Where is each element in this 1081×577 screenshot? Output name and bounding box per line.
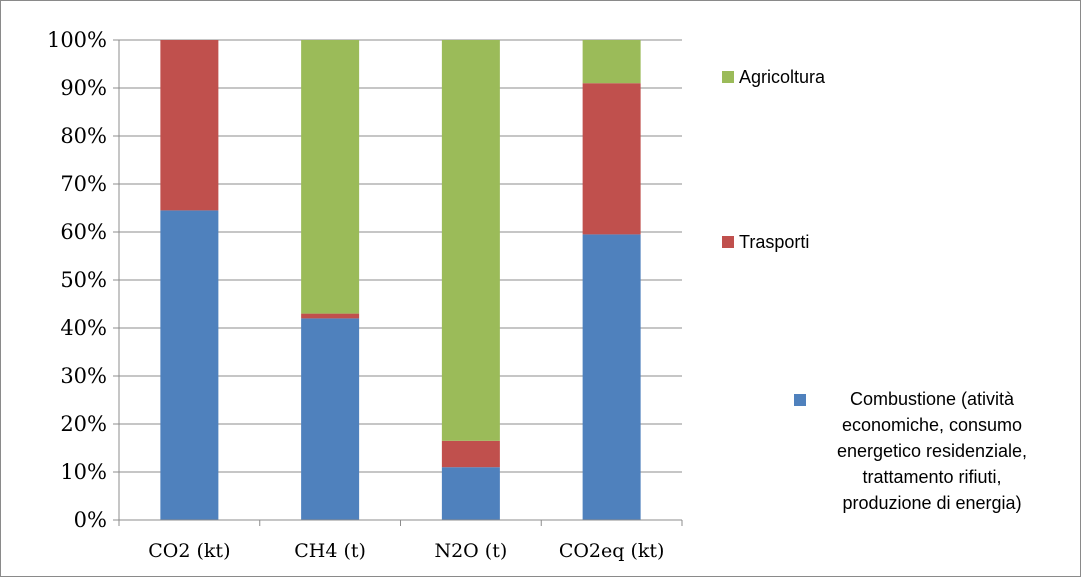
legend-combustione-line-3: energetico residenziale, xyxy=(836,441,1028,461)
legend-label-agricoltura: Agricoltura xyxy=(739,64,825,90)
legend-label-trasporti: Trasporti xyxy=(739,229,809,255)
axes xyxy=(113,39,683,526)
y-tick-labels: 0% 10% 20% 30% 40% 50% 60% 70% 80% 90% 100% xyxy=(47,28,107,532)
legend-swatch-agricoltura xyxy=(722,71,734,83)
y-tick-label: 60% xyxy=(60,220,107,244)
legend-combustione-line-5: produzione di energia) xyxy=(842,493,1022,513)
y-tick-label: 20% xyxy=(60,412,107,436)
bar-segment-combustione xyxy=(160,210,219,520)
y-tick-label: 0% xyxy=(74,508,107,532)
x-tick-label: CO2 (kt) xyxy=(148,540,230,562)
y-tick-label: 10% xyxy=(60,460,107,484)
y-tick-label: 50% xyxy=(60,268,107,292)
legend-agricoltura-line: Agricoltura xyxy=(739,67,826,87)
y-tick-label: 90% xyxy=(60,76,107,100)
legend-label-combustione: Combustione (atività economiche, consumo… xyxy=(806,386,1058,516)
x-tick-label: N2O (t) xyxy=(434,540,507,562)
bar-segment-trasporti xyxy=(441,440,500,468)
y-tick-label: 80% xyxy=(60,124,107,148)
bar-segment-trasporti xyxy=(301,313,360,319)
bar-segment-trasporti xyxy=(582,83,641,235)
y-tick-label: 40% xyxy=(60,316,107,340)
bar-segment-agricoltura xyxy=(441,40,500,441)
bar-segment-combustione xyxy=(301,318,360,520)
bar-segment-agricoltura xyxy=(582,40,641,84)
bar-segment-combustione xyxy=(441,467,500,520)
bar-segment-trasporti xyxy=(160,40,219,211)
legend-trasporti-line: Trasporti xyxy=(739,232,810,252)
x-tick-label: CH4 (t) xyxy=(294,540,366,562)
bar-segment-agricoltura xyxy=(301,40,360,314)
x-tick-labels: CO2 (kt) CH4 (t) N2O (t) CO2eq (kt) xyxy=(148,540,664,562)
legend-combustione-line-2: economiche, consumo xyxy=(841,415,1023,435)
legend-combustione-line-4: trattamento rifiuti, xyxy=(862,467,1002,487)
bar-segment-combustione xyxy=(582,234,641,520)
y-tick-label: 70% xyxy=(60,172,107,196)
legend-combustione-line-1: Combustione (atività xyxy=(849,389,1015,409)
legend-swatch-trasporti xyxy=(722,236,734,248)
bars xyxy=(160,40,641,520)
x-tick-label: CO2eq (kt) xyxy=(559,540,665,562)
legend-swatch-combustione xyxy=(794,394,806,406)
y-tick-label: 100% xyxy=(47,28,107,52)
y-tick-label: 30% xyxy=(60,364,107,388)
